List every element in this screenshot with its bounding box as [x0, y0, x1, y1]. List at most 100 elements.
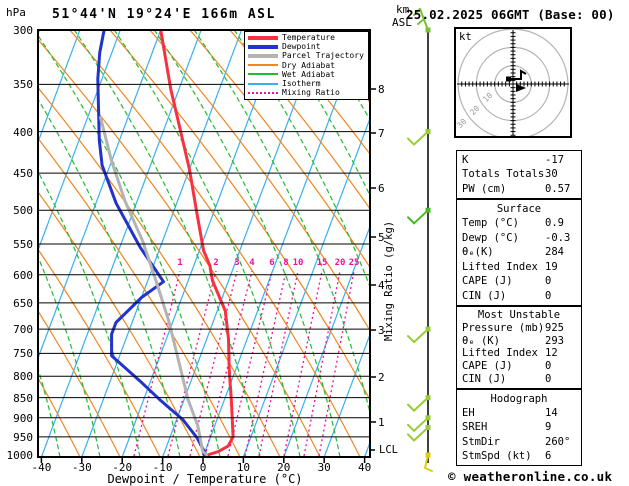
pressure-tick-label: 950 [13, 431, 33, 444]
panel-row-label: EH [462, 407, 475, 420]
altitude-tick-label: 5 [378, 231, 385, 244]
legend-label: Parcel Trajectory [282, 51, 364, 61]
dry-adiabat-line [39, 39, 321, 456]
wet-adiabat-line [154, 31, 341, 456]
panel-row-value: 30 [545, 168, 558, 181]
panel-row-label: Dewp (°C) [462, 231, 519, 244]
panel-row: CIN (J) 0 [457, 373, 581, 386]
panel-section-title: Hodograph [490, 393, 548, 405]
wind-barb [413, 426, 429, 442]
panel-row-label: Pressure (mb) [462, 321, 545, 334]
wind-barb [424, 467, 433, 472]
wet-adiabat-line [194, 31, 369, 411]
wind-barb [407, 216, 415, 225]
mixing-ratio-tick-label: 25 [348, 258, 360, 268]
pressure-tick-label: 750 [13, 347, 33, 360]
mixing-ratio-tick-label: 2 [213, 258, 219, 268]
copyright-label: © weatheronline.co.uk [448, 469, 613, 484]
panel-row-value: 6 [545, 449, 552, 462]
panel-section-title: Most Unstable [477, 309, 561, 321]
wind-barb [407, 137, 415, 146]
panel-row-value: 12 [545, 347, 558, 360]
panel-row: Totals Totals 30 [457, 167, 581, 181]
legend-swatch-wet-adiabat [248, 73, 278, 76]
panel-row: K -17 [457, 153, 581, 167]
wet-adiabat-line [39, 369, 61, 456]
temperature-tick-label: -10 [152, 461, 173, 474]
altitude-tick-label: 2 [378, 371, 385, 384]
pressure-tick-label: 700 [13, 323, 33, 336]
panel-row-label: θₑ (K) [462, 334, 500, 347]
legend-label: Dewpoint [282, 42, 321, 52]
mixing-ratio-tick-label: 3 [234, 258, 240, 268]
wind-barb [413, 8, 421, 16]
legend-swatch-isotherm [248, 82, 278, 85]
panel-row: PW (cm) 0.57 [457, 182, 581, 196]
temperature-tick-label: 0 [199, 461, 207, 474]
panel-row: CAPE (J) 0 [457, 360, 581, 373]
mixing-ratio-line [133, 270, 181, 456]
lcl-label: LCL [379, 444, 398, 456]
mixing-ratio-line [318, 270, 355, 456]
mixing-ratio-line [283, 270, 323, 456]
panel-row-value: 9 [545, 421, 552, 434]
panel-row-value: 0 [545, 373, 552, 386]
panel-row-value: 0 [545, 275, 552, 288]
pressure-tick-label: 900 [13, 412, 33, 425]
mixing-ratio-line [258, 270, 299, 456]
panel-row-label: Temp (°C) [462, 217, 519, 230]
plot-border [37, 29, 371, 458]
legend-item: Parcel Trajectory [245, 51, 368, 60]
pressure-unit-label: hPa [6, 6, 26, 19]
wind-barb [407, 403, 415, 412]
panel-row-label: PW (cm) [462, 182, 507, 195]
dry-adiabat-line [39, 192, 201, 456]
panel-row-label: θₑ(K) [462, 246, 494, 259]
altitude-unit-asl-label: ASL [392, 16, 412, 29]
panel-row-value: 19 [545, 260, 558, 273]
legend-item: Temperature [245, 33, 368, 42]
pressure-tick-label: 850 [13, 392, 33, 405]
wet-adiabat-line [39, 99, 181, 456]
panel-row-label: CAPE (J) [462, 275, 513, 288]
altitude-tick-label: 7 [378, 127, 385, 140]
run-date-label: 25.02.2025 06GMT (Base: 00) [406, 7, 615, 22]
panel-row: θₑ (K) 293 [457, 335, 581, 348]
panel-row-value: 14 [545, 407, 558, 420]
dry-adiabat-line [39, 87, 281, 456]
storm-motion-arrow [516, 84, 526, 92]
wind-barb [407, 433, 415, 442]
panel-row-value: 0.57 [545, 182, 571, 195]
panel-row: EH 14 [457, 406, 581, 420]
panel-row-label: CIN (J) [462, 289, 507, 302]
panel-row-value: 284 [545, 246, 564, 259]
panel-row-label: Lifted Index [462, 347, 538, 360]
panel-row-label: Lifted Index [462, 260, 538, 273]
altitude-unit-km-label: km [396, 3, 410, 16]
pressure-tick-label: 600 [13, 269, 33, 282]
wind-barb [407, 335, 415, 344]
panel-row: CIN (J) 0 [457, 289, 581, 303]
panel-row-label: CIN (J) [462, 373, 507, 386]
hodograph-wind-trace [510, 69, 527, 80]
panel-box: Most Unstable Pressure (mb) 925 θₑ (K) 293 Li… [456, 306, 582, 389]
wind-barb [417, 18, 425, 25]
pressure-tick-label: 300 [13, 24, 33, 37]
panel-row: StmDir 260° [457, 435, 581, 449]
wet-adiabat-line [39, 35, 221, 456]
panel-box: Surface Temp (°C) 0.9 Dewp (°C) -0.3 θₑ(K) 284… [456, 199, 582, 306]
altitude-tick-label: 4 [378, 279, 385, 292]
isotherm-line [39, 31, 81, 142]
panel-row-label: SREH [462, 421, 488, 434]
legend-item: Dewpoint [245, 42, 368, 51]
legend-box: Temperature Dewpoint Parcel Trajectory Dry … [244, 31, 369, 100]
panel-section-title: Surface [496, 203, 542, 215]
temperature-line [159, 31, 235, 456]
wet-adiabat-line [39, 257, 101, 456]
panel-row-value: 260° [545, 435, 571, 448]
panel-row: Lifted Index 19 [457, 260, 581, 274]
pressure-tick-label: 450 [13, 167, 33, 180]
panel-box: K -17 Totals Totals 30 PW (cm) 0.57 [456, 150, 582, 199]
dry-adiabat-line [39, 378, 81, 456]
legend-item: Isotherm [245, 79, 368, 88]
